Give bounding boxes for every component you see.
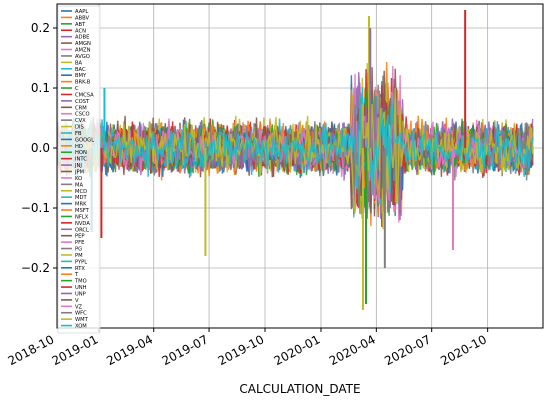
legend-label: CVX xyxy=(75,118,86,124)
legend-label: PEP xyxy=(75,234,85,240)
series-line-wmt xyxy=(57,87,534,214)
legend-label: INTC xyxy=(75,157,87,163)
legend-label: VZ xyxy=(75,304,83,310)
legend-label: V xyxy=(75,298,79,304)
legend-label: AAPL xyxy=(75,9,88,15)
x-tick-label: 2020-10 xyxy=(438,332,489,368)
legend-label: PG xyxy=(75,247,82,253)
legend-label: PM xyxy=(75,253,83,259)
legend-label: FB xyxy=(75,131,82,137)
legend-label: MRK xyxy=(75,202,87,208)
x-tick-label: 2020-07 xyxy=(382,332,433,368)
axes-frame xyxy=(56,3,544,329)
x-tick-label: 2019-04 xyxy=(104,332,155,368)
legend-label: HD xyxy=(75,144,83,150)
legend-label: WMT xyxy=(75,317,89,323)
legend-label: MSFT xyxy=(75,208,90,214)
legend-label: PYPL xyxy=(75,259,87,265)
legend: AAPLABBVABTACNADBEAMGNAMZNAVGOBABACBMYBR… xyxy=(57,5,101,334)
legend-label: AMGN xyxy=(75,41,91,47)
legend-label: NFLX xyxy=(75,214,89,220)
x-axis-label: CALCULATION_DATE xyxy=(239,382,360,396)
legend-label: UNP xyxy=(75,291,86,297)
series-line-v xyxy=(57,95,534,213)
x-tick-label: 2020-01 xyxy=(272,332,323,368)
legend-label: COST xyxy=(75,99,90,105)
legend-label: T xyxy=(74,272,79,278)
y-tick-label: −0.2 xyxy=(21,261,50,275)
x-tick-label: 2019-07 xyxy=(160,332,211,368)
legend-label: XOM xyxy=(75,324,87,330)
legend-label: ABBV xyxy=(75,15,90,21)
x-tick-label: 2020-04 xyxy=(327,332,378,368)
legend-label: GOOGL xyxy=(75,137,94,143)
legend-label: UNH xyxy=(75,285,87,291)
legend-box xyxy=(57,5,101,334)
legend-label: ACN xyxy=(75,28,86,34)
legend-label: BRK-B xyxy=(75,80,91,86)
legend-label: ORCL xyxy=(75,227,89,233)
legend-label: ADBE xyxy=(75,35,89,41)
legend-label: RTX xyxy=(75,266,85,272)
y-tick-label: 0.0 xyxy=(31,141,50,155)
legend-label: ABT xyxy=(75,22,86,28)
x-tick-label: 2018-10 xyxy=(6,332,57,368)
legend-label: MA xyxy=(75,182,83,188)
x-tick-label: 2019-01 xyxy=(50,332,101,368)
legend-label: CMCSA xyxy=(75,92,94,98)
legend-label: NVDA xyxy=(75,221,90,227)
legend-label: WFC xyxy=(75,311,87,317)
legend-label: DIS xyxy=(75,125,84,131)
legend-label: AMZN xyxy=(75,48,91,54)
legend-label: BMY xyxy=(75,73,87,79)
legend-label: BA xyxy=(75,60,83,66)
legend-label: KO xyxy=(75,176,82,182)
x-tick-label: 2019-10 xyxy=(216,332,267,368)
y-tick-label: 0.1 xyxy=(31,81,50,95)
series-lines xyxy=(57,10,534,310)
legend-label: JPM xyxy=(74,170,84,176)
legend-label: TMO xyxy=(74,279,87,285)
legend-label: C xyxy=(75,86,79,92)
legend-label: BAC xyxy=(75,67,86,73)
legend-label: CSCO xyxy=(75,112,90,118)
legend-label: JNJ xyxy=(74,163,82,169)
legend-label: PFE xyxy=(75,240,84,246)
legend-label: CRM xyxy=(75,105,87,111)
legend-label: HON xyxy=(75,150,87,156)
y-tick-label: 0.2 xyxy=(31,21,50,35)
legend-label: MDT xyxy=(75,195,87,201)
legend-label: AVGO xyxy=(75,54,90,60)
legend-label: MCD xyxy=(75,189,87,195)
y-tick-label: −0.1 xyxy=(21,201,50,215)
